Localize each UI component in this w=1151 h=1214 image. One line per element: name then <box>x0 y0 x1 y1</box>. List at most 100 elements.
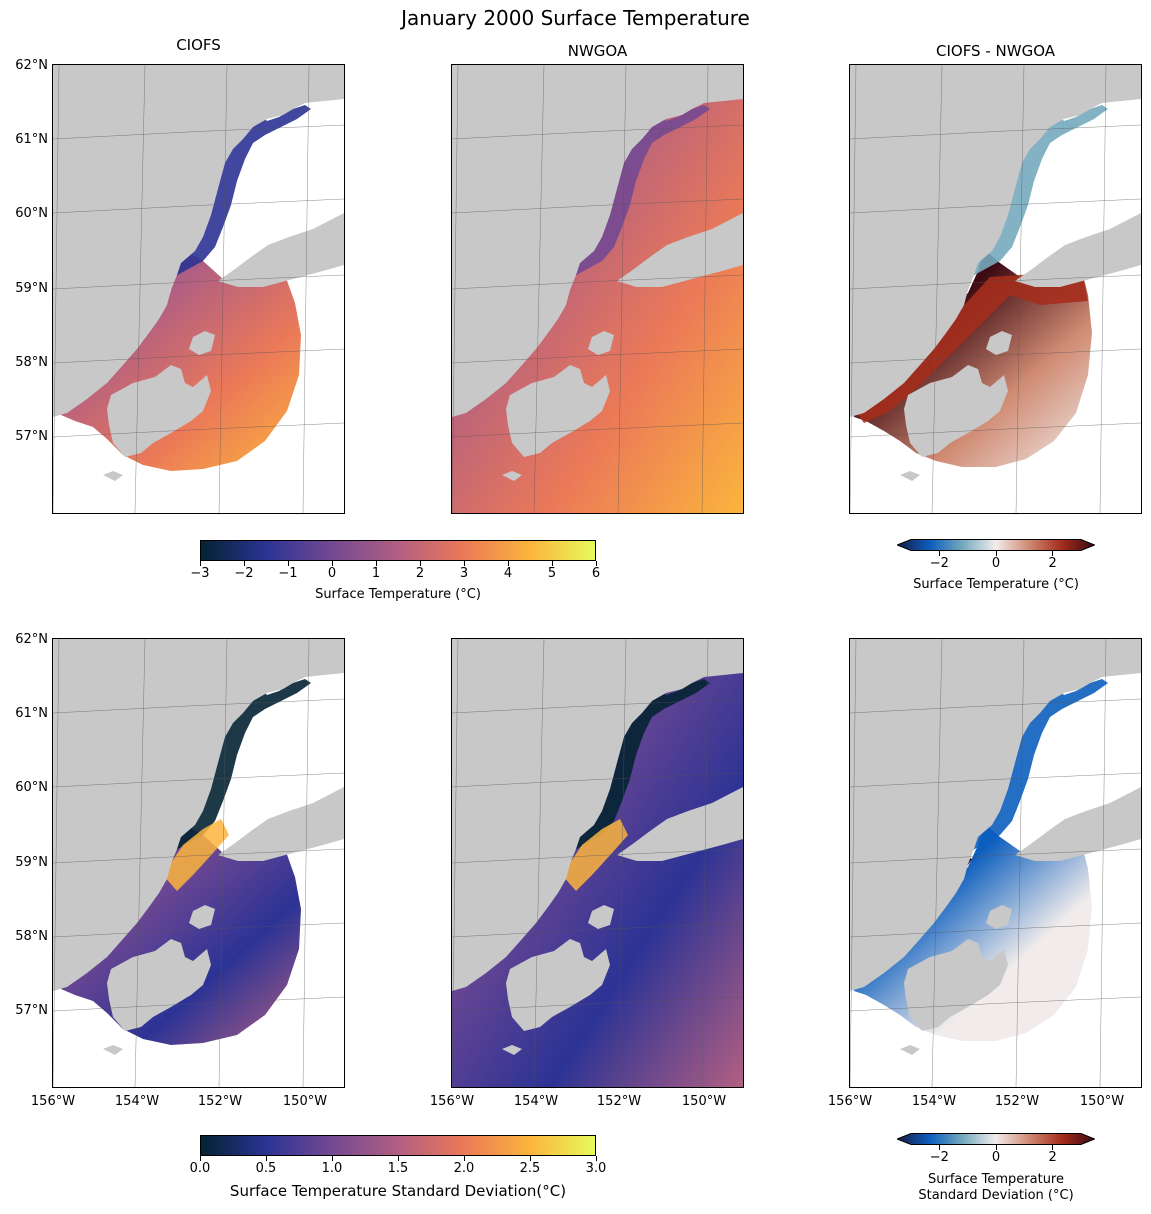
lat-label-58n: 58°N <box>15 355 48 370</box>
lat-label-60n: 60°N <box>15 780 48 795</box>
colorbar-tick-mark <box>397 1156 399 1161</box>
parallel-line <box>452 996 743 1012</box>
kodiak-island <box>506 365 610 457</box>
meridian-line <box>701 65 709 513</box>
afognak-island <box>588 905 614 929</box>
kenai-peninsula <box>1015 213 1141 287</box>
meridian-line <box>701 639 709 1087</box>
semidi-island <box>900 1045 920 1055</box>
parallel-line <box>850 422 1141 438</box>
lat-label-57n: 57°N <box>15 429 48 444</box>
lon-label-150w: 150°W <box>1079 1094 1125 1109</box>
colorbar-tick-label: −2 <box>234 566 254 581</box>
mainland <box>850 639 1141 991</box>
colorbar-tick-label: 2 <box>415 566 425 581</box>
colorbar-tick-mark <box>463 1156 465 1161</box>
colorbar-std-difference-label-1: Surface Temperature <box>927 1172 1064 1187</box>
meridian-line <box>931 65 943 513</box>
lon-label-156w: 156°W <box>30 1094 76 1109</box>
panel-title-difference: CIOFS - NWGOA <box>935 42 1056 60</box>
parallel-line <box>452 348 743 364</box>
meridian-line <box>134 65 146 513</box>
lat-label-62n: 62°N <box>15 632 48 647</box>
meridian-line <box>1099 65 1107 513</box>
colorbar-tick-label: 3.0 <box>585 1161 607 1176</box>
semidi-island <box>502 1045 522 1055</box>
parallel-line <box>53 698 344 714</box>
colorbar-tick-label: 2 <box>1048 556 1057 571</box>
colorbar-tick-mark <box>199 561 201 566</box>
graticule <box>850 639 1141 1087</box>
parallel-line <box>452 698 743 714</box>
colorbar-tick-mark <box>529 1156 531 1161</box>
lat-label-59n: 59°N <box>15 281 48 296</box>
graticule <box>53 65 344 513</box>
colorbar-tick-mark <box>995 551 997 556</box>
kodiak-island <box>107 939 211 1031</box>
map-difference-std <box>849 638 1142 1088</box>
parallel-line <box>850 124 1141 140</box>
mainland <box>452 639 743 991</box>
lon-label-150w: 150°W <box>681 1094 727 1109</box>
colorbar-tick-label: −2 <box>929 1150 949 1165</box>
colorbar-tick-mark <box>331 561 333 566</box>
colorbar-tick-label: 0.5 <box>255 1161 277 1176</box>
semidi-island <box>103 1045 123 1055</box>
colorbar-temperature-difference-label: Surface Temperature (°C) <box>913 577 1079 592</box>
parallel-line <box>452 124 743 140</box>
meridian-line <box>1015 65 1025 513</box>
colorbar-tick-label: 5 <box>547 566 557 581</box>
map-ciofs-std <box>52 638 345 1088</box>
parallel-line <box>452 922 743 938</box>
mainland <box>53 65 344 417</box>
parallel-line <box>850 698 1141 714</box>
kodiak-island <box>506 939 610 1031</box>
parallel-line <box>53 772 344 788</box>
semidi-island <box>900 471 920 481</box>
parallel-line <box>452 198 743 214</box>
mainland <box>452 65 743 417</box>
semidi-island <box>103 471 123 481</box>
parallel-line <box>850 772 1141 788</box>
colorbar-tick-label: 2 <box>1048 1150 1057 1165</box>
colorbar-tick-mark <box>938 1145 940 1150</box>
colorbar-tick-mark <box>375 561 377 566</box>
parallel-line <box>53 996 344 1012</box>
colorbar-tick-mark <box>463 561 465 566</box>
colorbar-tick-label: 1.5 <box>387 1161 409 1176</box>
afognak-island <box>986 331 1012 355</box>
lat-label-62n: 62°N <box>15 58 48 73</box>
kenai-peninsula <box>218 213 344 287</box>
map-ciofs-temperature <box>52 64 345 514</box>
colorbar-tick-label: 6 <box>591 566 601 581</box>
meridian-line <box>218 639 228 1087</box>
colorbar-tick-label: 2.5 <box>519 1161 541 1176</box>
lat-label-60n: 60°N <box>15 206 48 221</box>
meridian-line <box>53 639 60 1087</box>
colorbar-tick-label: 1.0 <box>321 1161 343 1176</box>
lon-label-152w: 152°W <box>197 1094 243 1109</box>
meridian-line <box>533 639 545 1087</box>
meridian-line <box>302 639 310 1087</box>
colorbar-tick-mark <box>1052 551 1054 556</box>
colorbar-std <box>200 1135 596 1156</box>
colorbar-tick-mark <box>287 561 289 566</box>
colorbar-std-label: Surface Temperature Standard Deviation(°… <box>229 1182 567 1200</box>
afognak-island <box>189 331 215 355</box>
meridian-line <box>134 639 146 1087</box>
colorbar-tick-mark <box>507 561 509 566</box>
figure-title: January 2000 Surface Temperature <box>401 6 750 30</box>
mainland <box>53 639 344 991</box>
colorbar-tick-mark <box>331 1156 333 1161</box>
meridian-line <box>1099 639 1107 1087</box>
parallel-line <box>452 422 743 438</box>
meridian-line <box>533 65 545 513</box>
parallel-line <box>850 922 1141 938</box>
graticule <box>53 639 344 1087</box>
lon-label-152w: 152°W <box>994 1094 1040 1109</box>
lon-label-154w: 154°W <box>911 1094 957 1109</box>
kenai-peninsula <box>617 213 743 287</box>
parallel-line <box>850 348 1141 364</box>
parallel-line <box>53 422 344 438</box>
colorbar-tick-label: 3 <box>459 566 469 581</box>
